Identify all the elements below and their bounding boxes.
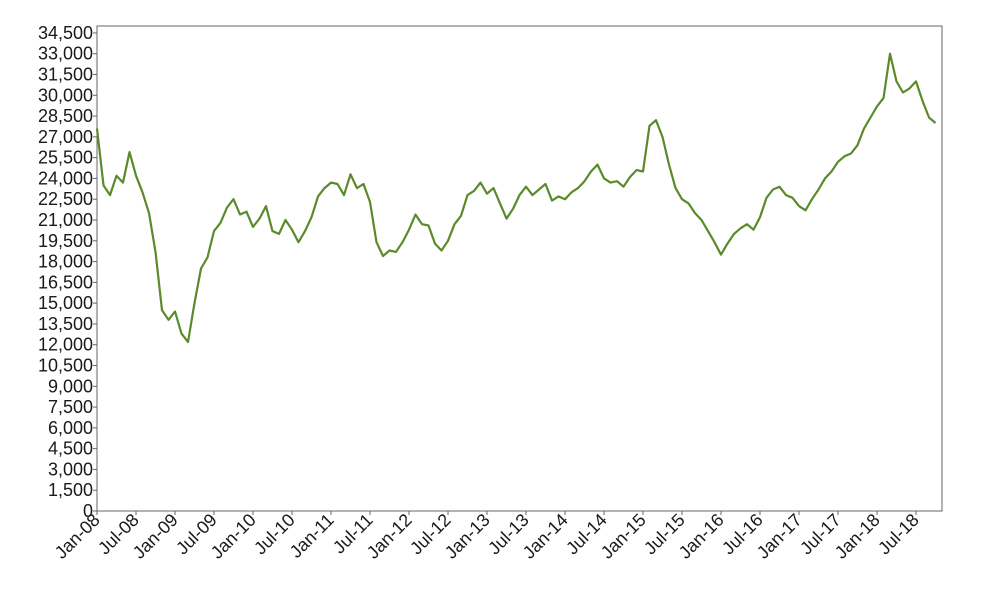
x-tick-label: Jan-10 <box>207 510 260 563</box>
x-tick-label: Jan-11 <box>286 510 338 562</box>
x-tick-label: Jan-15 <box>597 510 650 563</box>
y-tick-label: 1,500 <box>48 480 93 500</box>
y-tick-label: 3,000 <box>48 459 93 479</box>
y-tick-label: 25,500 <box>38 148 93 168</box>
y-tick-label: 21,000 <box>38 210 93 230</box>
y-tick-label: 15,000 <box>38 293 93 313</box>
x-tick-label: Jan-08 <box>51 510 104 563</box>
y-tick-label: 6,000 <box>48 418 93 438</box>
y-tick-label: 7,500 <box>48 397 93 417</box>
x-tick-label: Jan-17 <box>753 510 806 563</box>
y-tick-label: 10,500 <box>38 356 93 376</box>
y-tick-label: 30,000 <box>38 85 93 105</box>
y-tick-label: 22,500 <box>38 189 93 209</box>
plot-area <box>96 25 943 512</box>
y-tick-label: 33,000 <box>38 44 93 64</box>
x-tick-label: Jan-09 <box>129 510 182 563</box>
y-tick-label: 34,500 <box>38 23 93 43</box>
x-tick-label: Jan-18 <box>831 510 884 563</box>
y-tick-label: 4,500 <box>48 439 93 459</box>
x-axis-ticks: Jan-08Jul-08Jan-09Jul-09Jan-10Jul-10Jan-… <box>51 510 923 563</box>
series-line <box>95 52 937 343</box>
y-tick-label: 12,000 <box>38 335 93 355</box>
y-tick-label: 27,000 <box>38 127 93 147</box>
x-tick-label: Jan-14 <box>519 510 572 563</box>
y-tick-label: 0 <box>83 501 93 521</box>
y-tick-label: 18,000 <box>38 252 93 272</box>
y-axis-ticks: 01,5003,0004,5006,0007,5009,00010,50012,… <box>38 23 97 521</box>
y-tick-label: 24,000 <box>38 168 93 188</box>
y-tick-label: 31,500 <box>38 65 93 85</box>
x-tick-label: Jan-13 <box>441 510 494 563</box>
y-tick-label: 19,500 <box>38 231 93 251</box>
y-tick-label: 28,500 <box>38 106 93 126</box>
y-tick-label: 9,000 <box>48 376 93 396</box>
y-tick-label: 13,500 <box>38 314 93 334</box>
x-tick-label: Jan-12 <box>363 510 416 563</box>
y-tick-label: 16,500 <box>38 272 93 292</box>
x-tick-label: Jan-16 <box>675 510 728 563</box>
x-tick-label: Jul-18 <box>874 510 923 559</box>
